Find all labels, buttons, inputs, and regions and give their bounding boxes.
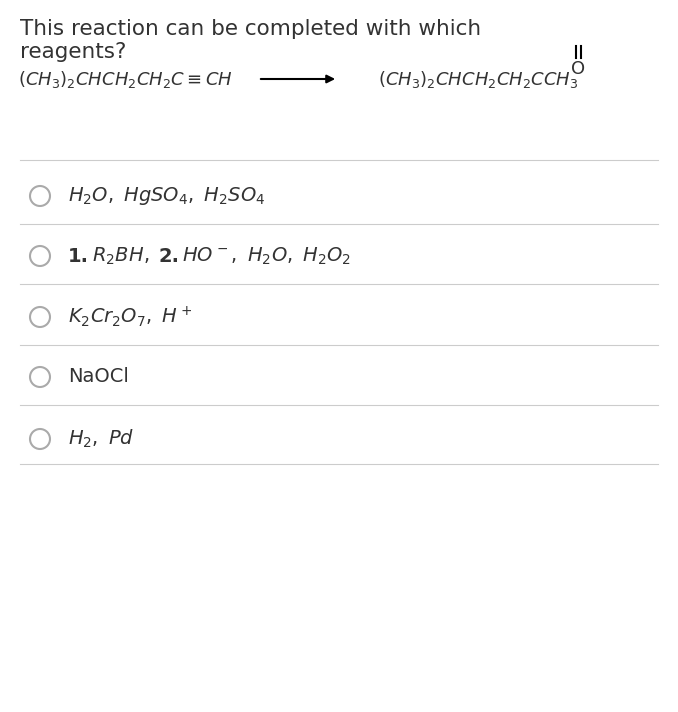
Text: $(CH_3)_2CHCH_2CH_2CCH_3$: $(CH_3)_2CHCH_2CH_2CCH_3$ <box>378 68 578 90</box>
Text: $K_2Cr_2O_7,\ H^+$: $K_2Cr_2O_7,\ H^+$ <box>68 305 193 329</box>
Text: $(CH_3)_2CHCH_2CH_2C{\equiv}CH$: $(CH_3)_2CHCH_2CH_2C{\equiv}CH$ <box>18 68 233 90</box>
Text: $H_2,\ Pd$: $H_2,\ Pd$ <box>68 428 134 450</box>
Text: $H_2O,\ HgSO_4,\ H_2SO_4$: $H_2O,\ HgSO_4,\ H_2SO_4$ <box>68 185 265 207</box>
FancyArrowPatch shape <box>261 75 333 83</box>
Text: NaOCl: NaOCl <box>68 367 129 387</box>
Text: $HO^-,\ H_2O,\ H_2O_2$: $HO^-,\ H_2O,\ H_2O_2$ <box>176 246 351 267</box>
Text: O: O <box>571 60 585 78</box>
Text: 1.: 1. <box>68 246 89 266</box>
Text: reagents?: reagents? <box>20 42 126 62</box>
Text: $R_2BH,$: $R_2BH,$ <box>86 246 149 267</box>
Text: 2.: 2. <box>158 246 179 266</box>
Text: This reaction can be completed with which: This reaction can be completed with whic… <box>20 19 481 39</box>
